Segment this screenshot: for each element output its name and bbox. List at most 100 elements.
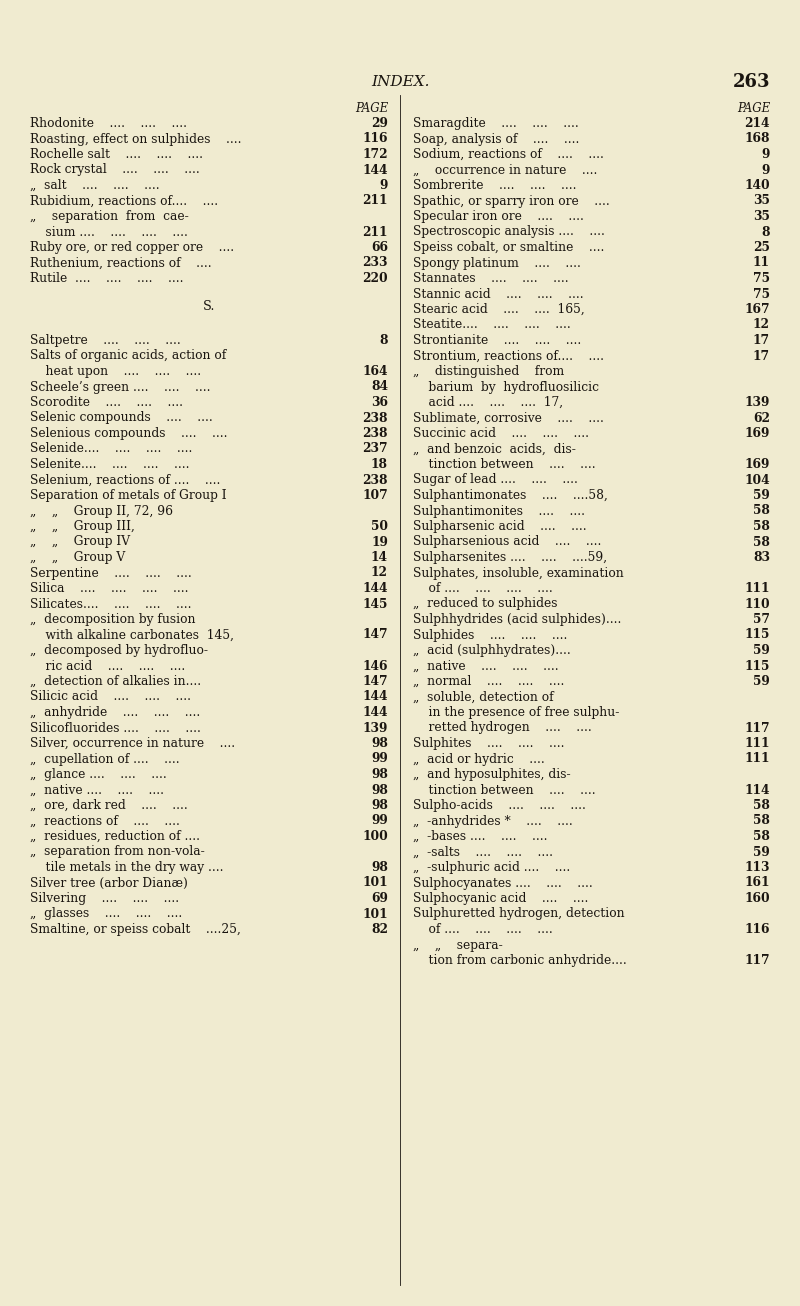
Text: Spongy platinum    ....    ....: Spongy platinum .... ....	[413, 256, 581, 269]
Text: Rhodonite    ....    ....    ....: Rhodonite .... .... ....	[30, 118, 187, 131]
Text: 107: 107	[362, 488, 388, 502]
Text: 238: 238	[362, 411, 388, 424]
Text: Serpentine    ....    ....    ....: Serpentine .... .... ....	[30, 567, 192, 580]
Text: 59: 59	[754, 644, 770, 657]
Text: Scheele’s green ....    ....    ....: Scheele’s green .... .... ....	[30, 380, 210, 393]
Text: 101: 101	[362, 908, 388, 921]
Text: „  acid (sulphhydrates)....: „ acid (sulphhydrates)....	[413, 644, 570, 657]
Text: Sulphites    ....    ....    ....: Sulphites .... .... ....	[413, 737, 565, 750]
Text: 35: 35	[753, 195, 770, 208]
Text: 117: 117	[744, 721, 770, 734]
Text: „  reduced to sulphides: „ reduced to sulphides	[413, 598, 558, 610]
Text: Silica    ....    ....    ....    ....: Silica .... .... .... ....	[30, 582, 189, 596]
Text: 98: 98	[371, 799, 388, 812]
Text: 116: 116	[745, 923, 770, 936]
Text: 263: 263	[733, 73, 770, 91]
Text: S.: S.	[202, 300, 215, 313]
Text: „  -bases ....    ....    ....: „ -bases .... .... ....	[413, 831, 547, 842]
Text: 99: 99	[371, 815, 388, 828]
Text: Steatite....    ....    ....    ....: Steatite.... .... .... ....	[413, 319, 570, 332]
Text: 164: 164	[362, 364, 388, 377]
Text: „    „    Group III,: „ „ Group III,	[30, 520, 135, 533]
Text: 237: 237	[362, 443, 388, 456]
Text: 211: 211	[362, 195, 388, 208]
Text: 146: 146	[362, 660, 388, 673]
Text: Stannic acid    ....    ....    ....: Stannic acid .... .... ....	[413, 287, 584, 300]
Text: 167: 167	[744, 303, 770, 316]
Text: Selenium, reactions of ....    ....: Selenium, reactions of .... ....	[30, 474, 220, 487]
Text: 147: 147	[362, 675, 388, 688]
Text: 9: 9	[762, 148, 770, 161]
Text: „  native    ....    ....    ....: „ native .... .... ....	[413, 660, 558, 673]
Text: „    occurrence in nature    ....: „ occurrence in nature ....	[413, 163, 598, 176]
Text: 139: 139	[362, 721, 388, 734]
Text: Selenide....    ....    ....    ....: Selenide.... .... .... ....	[30, 443, 192, 456]
Text: tinction between    ....    ....: tinction between .... ....	[413, 784, 596, 797]
Text: „  -anhydrides *    ....    ....: „ -anhydrides * .... ....	[413, 815, 573, 828]
Text: 169: 169	[745, 458, 770, 471]
Text: 9: 9	[380, 179, 388, 192]
Text: Soap, analysis of    ....    ....: Soap, analysis of .... ....	[413, 132, 579, 145]
Text: 59: 59	[754, 845, 770, 858]
Text: „  anhydride    ....    ....    ....: „ anhydride .... .... ....	[30, 707, 200, 720]
Text: 58: 58	[753, 815, 770, 828]
Text: Ruby ore, or red copper ore    ....: Ruby ore, or red copper ore ....	[30, 242, 234, 253]
Text: Silvering    ....    ....    ....: Silvering .... .... ....	[30, 892, 179, 905]
Text: 11: 11	[753, 256, 770, 269]
Text: 66: 66	[371, 242, 388, 253]
Text: 144: 144	[362, 691, 388, 704]
Text: „  normal    ....    ....    ....: „ normal .... .... ....	[413, 675, 564, 688]
Text: Strontianite    ....    ....    ....: Strontianite .... .... ....	[413, 334, 582, 347]
Text: „    „    Group V: „ „ Group V	[30, 551, 126, 564]
Text: Succinic acid    ....    ....    ....: Succinic acid .... .... ....	[413, 427, 589, 440]
Text: in the presence of free sulphu-: in the presence of free sulphu-	[413, 707, 619, 720]
Text: 12: 12	[371, 567, 388, 580]
Text: Spectroscopic analysis ....    ....: Spectroscopic analysis .... ....	[413, 226, 605, 239]
Text: acid ....    ....    ....  17,: acid .... .... .... 17,	[413, 396, 563, 409]
Text: INDEX.: INDEX.	[370, 74, 430, 89]
Text: 140: 140	[744, 179, 770, 192]
Text: of ....    ....    ....    ....: of .... .... .... ....	[413, 582, 553, 596]
Text: 168: 168	[745, 132, 770, 145]
Text: Sulphantimonates    ....    ....58,: Sulphantimonates .... ....58,	[413, 488, 608, 502]
Text: Sugar of lead ....    ....    ....: Sugar of lead .... .... ....	[413, 474, 578, 487]
Text: „  cupellation of ....    ....: „ cupellation of .... ....	[30, 752, 180, 765]
Text: „  decomposition by fusion: „ decomposition by fusion	[30, 613, 195, 626]
Text: Separation of metals of Group I: Separation of metals of Group I	[30, 488, 226, 502]
Text: Sulpharsenic acid    ....    ....: Sulpharsenic acid .... ....	[413, 520, 586, 533]
Text: „  and hyposulphites, dis-: „ and hyposulphites, dis-	[413, 768, 570, 781]
Text: 98: 98	[371, 861, 388, 874]
Text: 82: 82	[371, 923, 388, 936]
Text: 29: 29	[371, 118, 388, 131]
Text: „  salt    ....    ....    ....: „ salt .... .... ....	[30, 179, 160, 192]
Text: with alkaline carbonates  145,: with alkaline carbonates 145,	[30, 628, 234, 641]
Text: „  glance ....    ....    ....: „ glance .... .... ....	[30, 768, 166, 781]
Text: 98: 98	[371, 768, 388, 781]
Text: „  native ....    ....    ....: „ native .... .... ....	[30, 784, 164, 797]
Text: 18: 18	[371, 458, 388, 471]
Text: 117: 117	[744, 953, 770, 966]
Text: of ....    ....    ....    ....: of .... .... .... ....	[413, 923, 553, 936]
Text: 50: 50	[371, 520, 388, 533]
Text: 139: 139	[745, 396, 770, 409]
Text: Speiss cobalt, or smaltine    ....: Speiss cobalt, or smaltine ....	[413, 242, 604, 253]
Text: Scorodite    ....    ....    ....: Scorodite .... .... ....	[30, 396, 183, 409]
Text: Specular iron ore    ....    ....: Specular iron ore .... ....	[413, 210, 584, 223]
Text: 36: 36	[371, 396, 388, 409]
Text: Selenite....    ....    ....    ....: Selenite.... .... .... ....	[30, 458, 190, 471]
Text: 58: 58	[753, 535, 770, 549]
Text: 12: 12	[753, 319, 770, 332]
Text: Sodium, reactions of    ....    ....: Sodium, reactions of .... ....	[413, 148, 604, 161]
Text: 144: 144	[362, 163, 388, 176]
Text: 113: 113	[745, 861, 770, 874]
Text: Selenious compounds    ....    ....: Selenious compounds .... ....	[30, 427, 227, 440]
Text: 57: 57	[753, 613, 770, 626]
Text: Smaragdite    ....    ....    ....: Smaragdite .... .... ....	[413, 118, 578, 131]
Text: 17: 17	[753, 350, 770, 363]
Text: „  residues, reduction of ....: „ residues, reduction of ....	[30, 831, 200, 842]
Text: 172: 172	[362, 148, 388, 161]
Text: 19: 19	[371, 535, 388, 549]
Text: Sulphocyanates ....    ....    ....: Sulphocyanates .... .... ....	[413, 876, 593, 889]
Text: PAGE: PAGE	[737, 102, 770, 115]
Text: Rock crystal    ....    ....    ....: Rock crystal .... .... ....	[30, 163, 200, 176]
